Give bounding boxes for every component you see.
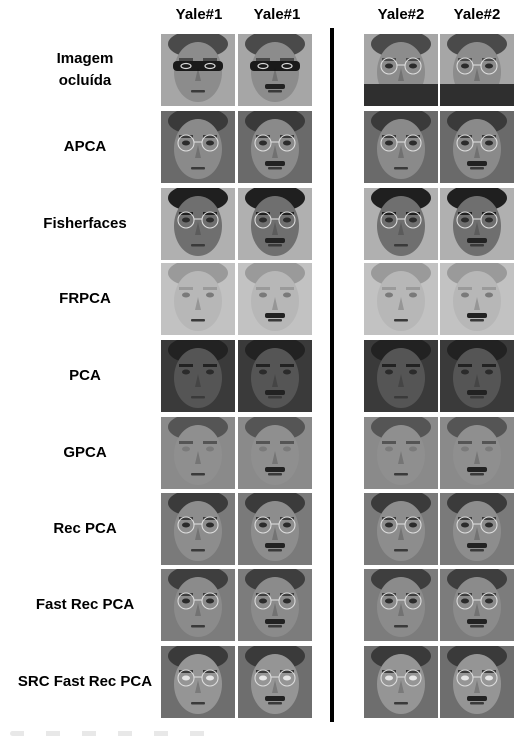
face-image (364, 263, 438, 335)
row-label: GPCA (0, 442, 170, 464)
face-image (161, 569, 235, 641)
face-image (161, 34, 235, 106)
face-image (364, 646, 438, 718)
face-image (364, 340, 438, 412)
column-header-yale2-a: Yale#2 (377, 6, 425, 23)
face-image (440, 493, 514, 565)
face-image (440, 34, 514, 106)
face-image (440, 417, 514, 489)
footer-artifact (10, 731, 210, 736)
face-image (440, 188, 514, 260)
row-label: SRC Fast Rec PCA (0, 671, 170, 693)
face-image (238, 111, 312, 183)
column-header-yale1-a: Yale#1 (175, 6, 223, 23)
face-image (364, 111, 438, 183)
row-label-line: Imagem (56, 50, 114, 67)
row-label: APCA (0, 136, 170, 158)
face-image (161, 263, 235, 335)
face-image (238, 263, 312, 335)
row-label-line: SRC Fast Rec PCA (17, 673, 153, 690)
face-image (238, 493, 312, 565)
row-label-line: Fast Rec PCA (35, 596, 135, 613)
face-image (238, 340, 312, 412)
column-header-yale2-b: Yale#2 (453, 6, 501, 23)
face-image (364, 493, 438, 565)
face-image (364, 569, 438, 641)
column-header-yale1-b: Yale#1 (253, 6, 301, 23)
row-label-line: Fisherfaces (43, 215, 127, 232)
face-image (440, 646, 514, 718)
face-image (238, 417, 312, 489)
row-label-line: ocluída (58, 72, 112, 89)
face-image (161, 646, 235, 718)
face-image (440, 569, 514, 641)
face-image (161, 493, 235, 565)
row-label: Fast Rec PCA (0, 594, 170, 616)
row-label: FRPCA (0, 288, 170, 310)
row-label-line: GPCA (63, 444, 107, 461)
face-image (238, 569, 312, 641)
face-image (238, 646, 312, 718)
face-image (238, 34, 312, 106)
row-label: PCA (0, 365, 170, 387)
face-image (161, 188, 235, 260)
row-label-line: Rec PCA (53, 520, 117, 537)
face-image (161, 111, 235, 183)
row-label: Imagem ocluída (0, 48, 170, 92)
face-image (364, 188, 438, 260)
face-image (364, 34, 438, 106)
face-image (440, 263, 514, 335)
face-image (161, 417, 235, 489)
face-image (440, 340, 514, 412)
face-image (364, 417, 438, 489)
row-label: Fisherfaces (0, 213, 170, 235)
column-divider (330, 28, 334, 722)
face-image (238, 188, 312, 260)
row-label-line: APCA (63, 138, 107, 155)
row-label: Rec PCA (0, 518, 170, 540)
row-label-line: PCA (69, 367, 101, 384)
face-image (440, 111, 514, 183)
face-image (161, 340, 235, 412)
row-label-line: FRPCA (59, 290, 111, 307)
